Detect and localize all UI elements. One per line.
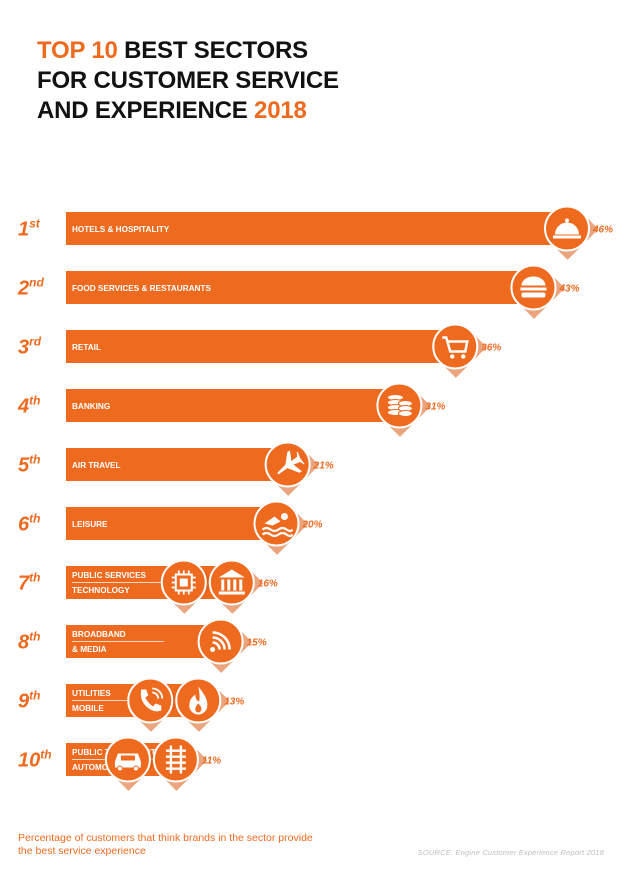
page-title: TOP 10 BEST SECTORS FOR CUSTOMER SERVICE… — [37, 36, 339, 126]
rank-suffix: th — [29, 394, 40, 408]
category-label: LEISURE — [72, 520, 108, 529]
rank-suffix: nd — [29, 276, 44, 290]
title-text-3: AND EXPERIENCE — [37, 97, 255, 124]
rank-label: 10th — [18, 748, 52, 772]
icon-circle — [127, 677, 174, 724]
value-label: 31% — [425, 402, 445, 413]
chart-row: 8th BROADBAND & MEDIA 15% — [18, 618, 267, 673]
bar — [66, 271, 547, 304]
bar — [66, 448, 301, 481]
chart-row: 2nd FOOD SERVICES & RESTAURANTS 43% — [17, 264, 580, 319]
rank-label: 9th — [18, 689, 40, 713]
chip-icon — [171, 570, 196, 595]
rank-suffix: th — [40, 748, 51, 762]
icon-circle — [152, 736, 199, 783]
rank-suffix: th — [29, 689, 40, 703]
category-label: FOOD SERVICES & RESTAURANTS — [72, 284, 211, 293]
title-line-2: FOR CUSTOMER SERVICE — [37, 67, 339, 94]
wifi-icon — [210, 631, 231, 652]
rank-label: 7th — [18, 571, 40, 595]
rank-number: 9 — [18, 691, 30, 713]
rank-label: 5th — [18, 453, 40, 477]
title-text-1: BEST SECTORS — [117, 37, 308, 64]
rank-suffix: st — [29, 217, 41, 231]
rank-suffix: rd — [29, 335, 42, 349]
category-label: MOBILE — [72, 704, 104, 713]
category-label: BANKING — [72, 402, 110, 411]
value-label: 36% — [481, 343, 501, 354]
cart-icon — [442, 336, 469, 359]
value-label: 20% — [301, 520, 322, 531]
chart-row: 1st HOTELS & HOSPITALITY 46% — [18, 205, 613, 260]
value-label: 43% — [558, 284, 579, 295]
car-icon — [114, 753, 141, 772]
category-label: HOTELS & HOSPITALITY — [72, 225, 170, 234]
phone-icon — [140, 687, 164, 712]
swimmer-icon — [261, 513, 294, 538]
bar — [66, 212, 580, 245]
chart-row: 7th PUBLIC SERVICES TECHNOLOGY 16% — [18, 559, 278, 614]
value-label: 16% — [258, 579, 278, 590]
bell-icon — [553, 218, 581, 239]
plane-icon — [277, 450, 305, 475]
source-note: SOURCE: Engine Customer Experience Repor… — [417, 848, 604, 857]
flame-icon — [189, 686, 208, 715]
category-label: RETAIL — [72, 343, 101, 352]
rank-label: 2nd — [17, 276, 44, 300]
value-label: 46% — [592, 225, 613, 236]
footnote: Percentage of customers that think brand… — [18, 832, 313, 857]
rank-label: 8th — [18, 630, 40, 654]
value-label: 13% — [224, 697, 244, 708]
category-label: & MEDIA — [72, 645, 107, 654]
bar — [66, 507, 290, 540]
rank-suffix: th — [29, 571, 40, 585]
category-label: PUBLIC SERVICES — [72, 571, 147, 580]
chart-row: 3rd RETAIL 36% — [18, 323, 501, 378]
rank-number: 4 — [17, 396, 29, 418]
category-label: TECHNOLOGY — [72, 586, 130, 595]
rank-label: 3rd — [18, 335, 42, 359]
icon-circle — [208, 559, 255, 606]
sector-bar-chart: 1st HOTELS & HOSPITALITY 46% 2nd FOOD SERVIC… — [17, 205, 613, 791]
chart-row: 9th UTILITIES MOBILE 13% — [18, 677, 244, 732]
rank-number: 10 — [18, 750, 40, 772]
category-label: AIR TRAVEL — [72, 461, 121, 470]
category-label: AUTOMOTIVE — [72, 763, 127, 772]
rank-number: 2 — [17, 278, 29, 300]
rail-icon — [165, 745, 186, 774]
rank-number: 6 — [18, 514, 30, 536]
rank-label: 4th — [17, 394, 40, 418]
value-label: 11% — [202, 756, 221, 767]
rank-number: 1 — [18, 219, 29, 241]
burger-icon — [520, 276, 547, 298]
title-accent-year: 2018 — [254, 97, 307, 124]
icon-circle — [175, 677, 222, 724]
title-accent-top10: TOP 10 — [37, 37, 118, 64]
chart-row: 5th AIR TRAVEL 21% — [18, 441, 334, 496]
rank-number: 5 — [18, 455, 30, 477]
title-line-3: AND EXPERIENCE 2018 — [37, 96, 339, 126]
building-icon — [218, 569, 245, 595]
bar — [66, 330, 469, 363]
value-label: 21% — [313, 461, 334, 472]
title-line-1: TOP 10 BEST SECTORS — [37, 36, 339, 66]
rank-suffix: th — [29, 630, 40, 644]
icon-circle — [432, 323, 479, 370]
rank-suffix: th — [29, 512, 40, 526]
bar — [66, 389, 413, 422]
rank-number: 7 — [18, 573, 30, 595]
rank-suffix: th — [29, 453, 40, 467]
rank-number: 3 — [18, 337, 29, 359]
rank-label: 6th — [18, 512, 40, 536]
category-label: UTILITIES — [72, 689, 111, 698]
coins-icon — [386, 394, 413, 417]
rank-number: 8 — [18, 632, 30, 654]
value-label: 15% — [247, 638, 267, 649]
chart-row: 6th LEISURE 20% — [18, 500, 323, 555]
chart-row: 4th BANKING 31% — [17, 382, 446, 437]
category-label: BROADBAND — [72, 630, 126, 639]
rank-label: 1st — [18, 217, 41, 241]
